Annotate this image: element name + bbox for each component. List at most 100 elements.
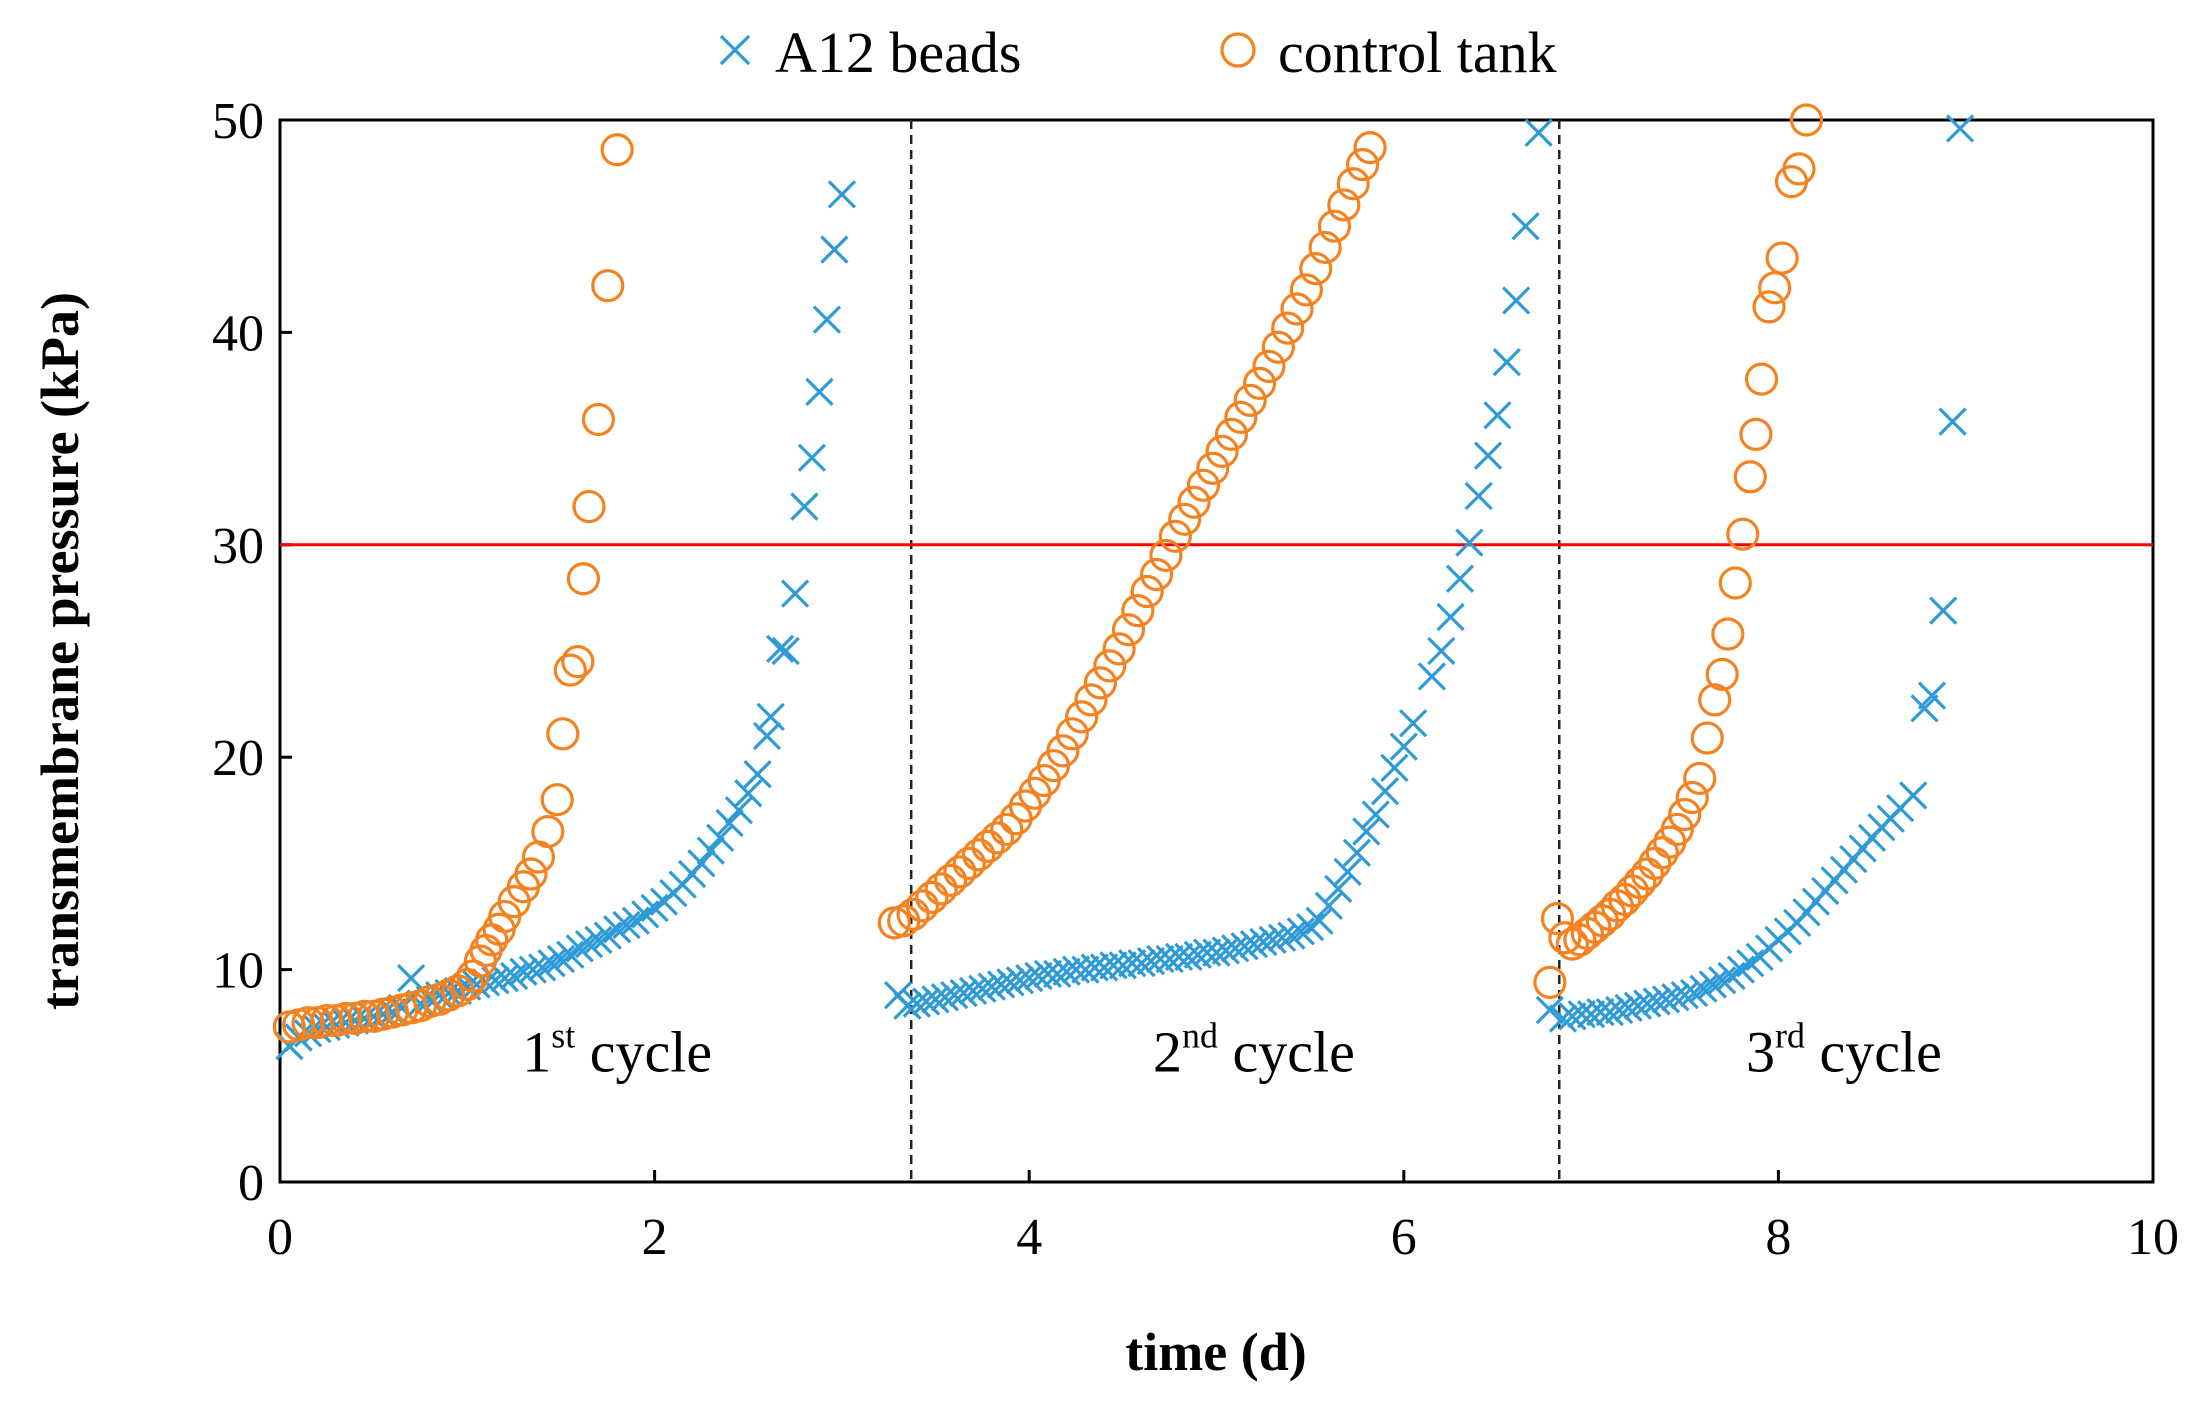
control-tank-point [1744,362,1779,396]
a12-beads-point [715,808,744,838]
a12-beads-point [1314,891,1344,921]
a12-beads-point [1239,929,1269,959]
control-tank-point [952,846,986,881]
x-tick-label: 8 [1765,1209,1791,1266]
control-tank-point [1718,566,1752,600]
a12-beads-point [1445,564,1475,593]
plot-area [278,118,2155,1184]
a12-beads-point [612,910,641,940]
control-tank-point [1533,965,1567,999]
y-axis-title: transmembrane pressure (kPa) [30,292,90,1010]
control-tank-point [1752,290,1786,324]
control-tank-point [328,1001,363,1036]
a12-beads-point [1492,348,1521,377]
x-tick-label: 2 [642,1209,668,1266]
a12-beads-point [1267,923,1297,952]
control-tank-point [1196,451,1230,485]
control-tank-point [1261,330,1295,364]
a12-beads-point [1524,118,1553,147]
a12-beads-point [1633,989,1662,1018]
a12-beads-point [1211,936,1240,965]
control-tank-point [561,645,595,679]
a12-beads-point [1945,114,1975,143]
control-tank-point [1055,717,1089,751]
a12-beads-point [940,980,969,1010]
control-tank-point [1345,148,1380,182]
control-tank-point [933,863,968,897]
a12-beads-point [1436,602,1465,632]
control-tank-point [1139,557,1174,592]
a12-beads-point [797,443,827,472]
a12-beads-point [1661,983,1690,1012]
control-tank-point [531,814,565,849]
control-tank-point [1711,617,1745,651]
a12-beads-point [780,579,810,608]
control-tank-point [1083,666,1117,700]
control-tank-point [1242,366,1277,400]
a12-beads-point [790,492,819,521]
control-tank-point [915,880,949,914]
a12-beads-point [537,949,566,978]
a12-beads-point [893,991,922,1020]
a12-beads-point [1417,662,1447,691]
control-tank-point [1705,657,1739,691]
control-tank-point [1789,103,1824,137]
a12-beads-point [1427,636,1456,666]
a12-beads-point [1230,932,1259,961]
a12-beads-point [1651,985,1681,1014]
control-tank-point [1121,594,1155,628]
a12-beads-point [1483,401,1512,430]
control-tank-point [962,838,996,872]
control-tank-point [1726,517,1760,551]
control-tank-point [1782,152,1816,186]
a12-beads-point [930,983,960,1012]
a12-beads-point [968,974,997,1003]
a12-beads-point [1464,481,1493,511]
cycle-labels: 1st cycle 2nd cycle 3rd cycle [522,1016,1942,1085]
a12-beads-point [1455,528,1484,557]
a12-beads-point [1380,753,1409,782]
a12-beads-point [1361,800,1390,829]
y-tick-label: 30 [212,518,264,575]
cycle-label-number: 3 [1746,1020,1775,1085]
a12-beads-point [1605,995,1634,1025]
control-tank-point [1186,468,1220,502]
control-tank-point [1548,921,1582,955]
cycle-label-ordinal: nd [1182,1016,1218,1056]
control-tank-point [1353,131,1387,165]
x-tick-label: 4 [1016,1209,1042,1266]
control-tank-point [1336,167,1370,201]
x-tick-label: 6 [1391,1209,1417,1266]
control-tank-point [1252,349,1286,383]
control-tank-point [1675,780,1709,815]
a12-beads-point [499,961,529,991]
a12-beads-point [584,925,613,954]
a12-beads-point [1623,991,1653,1020]
control-tank-point [1668,797,1702,832]
legend-marker-a12-beads [719,34,751,66]
control-tank-point [553,653,587,687]
series-control-tank [272,103,1824,1044]
cycle-label-word: cycle [1805,1020,1942,1085]
control-tank-point [905,889,940,923]
x-tick-label: 10 [2127,1209,2179,1266]
control-tank-point [546,717,580,751]
control-tank-point [600,133,634,167]
a12-beads-point [490,963,519,993]
a12-beads-point [687,849,716,878]
a12-beads-point [1370,777,1400,806]
control-tank-point [1280,292,1314,326]
control-tank-point [1317,209,1352,243]
control-tank-point [1177,485,1211,519]
y-tick-label: 10 [212,943,264,1000]
a12-beads-point [958,976,988,1005]
control-tank-point [591,269,625,303]
control-tank-point [1299,252,1333,286]
control-tank-point [1308,230,1342,265]
control-tank-point [1065,700,1099,734]
a12-beads-point [743,760,772,789]
a12-beads-point [1324,874,1353,904]
legend-label: A12 beads [775,20,1021,85]
a12-beads-point [921,985,950,1014]
